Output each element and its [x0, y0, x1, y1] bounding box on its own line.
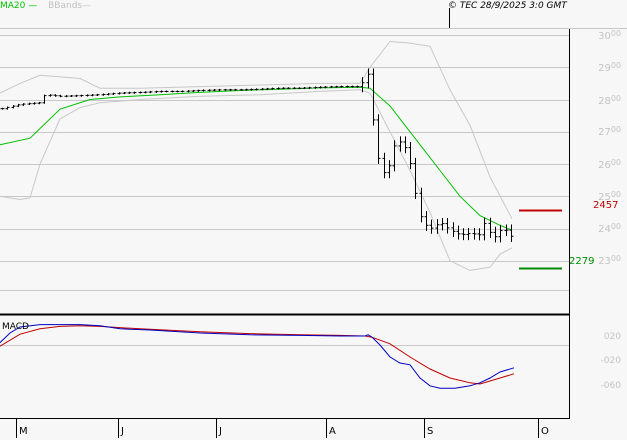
macd-title: MACD [2, 322, 29, 332]
x-axis-ticks [16, 418, 539, 438]
price-axis-label: 3000 [598, 29, 621, 42]
chart-legend: MA20 — BBands— [0, 1, 91, 11]
copyright-timestamp: © TEC 28/9/2025 3:0 GMT [448, 1, 567, 11]
macd-axis-label: 020 [603, 332, 621, 342]
macd-line [0, 324, 515, 389]
price-axis-label: 2900 [598, 61, 621, 74]
price-axis-label: 2700 [598, 125, 621, 138]
bbands-upper-line [0, 40, 513, 220]
support-label: 2279 [569, 256, 595, 267]
price-axis-label: 2400 [598, 222, 621, 235]
x-axis-label: A [329, 426, 336, 437]
bbands-lower-line [0, 89, 513, 271]
legend-ma20-label: MA20 [0, 1, 26, 11]
x-axis-label: M [19, 426, 28, 437]
legend-bbands-label: BBands [48, 1, 83, 11]
resistance-label: 2457 [593, 200, 619, 211]
price-axis-label: 2800 [598, 94, 621, 107]
legend-bbands: BBands— [48, 1, 92, 11]
x-axis-label: J [219, 426, 222, 437]
x-axis-label: O [541, 426, 549, 437]
legend-ma20: MA20 — [0, 1, 38, 11]
macd-axis-label: -020 [600, 356, 621, 366]
price-grid [0, 35, 569, 291]
x-axis-label: J [121, 426, 124, 437]
price-axis-label: 2600 [598, 158, 621, 171]
price-axis-label: 2500 [598, 190, 621, 203]
ma20-line [0, 86, 513, 231]
price-axis-label: 2300 [598, 254, 621, 267]
macd-axis-label: -060 [600, 381, 621, 391]
price-bars [0, 68, 514, 243]
x-axis-label: S [427, 426, 434, 437]
